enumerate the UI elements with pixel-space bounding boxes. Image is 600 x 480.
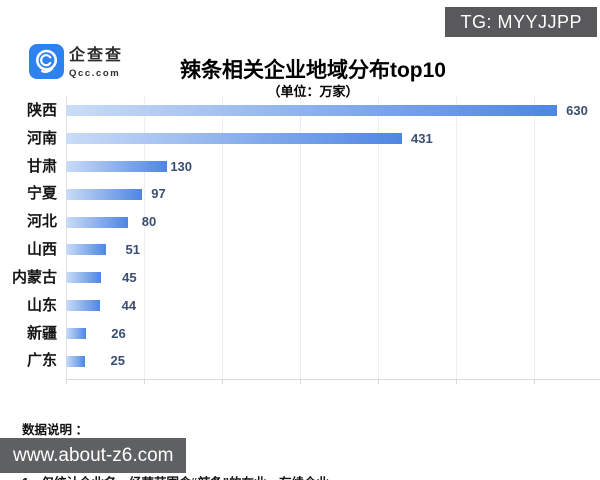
bar-row: 宁夏 97: [0, 180, 600, 208]
bar: [66, 216, 129, 228]
gridline: [377, 96, 379, 379]
category-label: 内蒙古: [11, 268, 57, 286]
gridline: [143, 96, 145, 379]
category-label: 甘肃: [26, 157, 57, 175]
chart-title: 辣条相关企业地域分布top10: [179, 59, 446, 82]
bar: [66, 272, 102, 284]
x-axis-tick: [221, 379, 223, 384]
value-label: 630: [566, 102, 588, 118]
value-label: 26: [111, 325, 126, 341]
bar-row: 河南 431: [0, 125, 600, 153]
category-label: 山西: [26, 241, 57, 259]
value-label: 80: [141, 214, 157, 230]
category-label: 新疆: [26, 324, 57, 342]
value-label: 25: [110, 353, 125, 369]
category-label: 广东: [26, 352, 57, 370]
bar-row: 陕西 630: [0, 97, 600, 125]
value-label: 45: [122, 269, 137, 285]
bar-row: 山西 51: [0, 236, 600, 264]
bar: [66, 105, 558, 117]
bar-row: 内蒙古 45: [0, 264, 600, 292]
category-label: 河南: [26, 129, 57, 147]
bar: [66, 188, 142, 200]
qcc-logo-text: 企查查 Qcc.com: [69, 44, 124, 80]
category-label: 宁夏: [26, 185, 57, 203]
value-label: 44: [121, 297, 137, 313]
brand-domain: Qcc.com: [69, 68, 121, 79]
bar-row: 甘肃 130: [0, 153, 600, 181]
x-axis-tick: [377, 379, 379, 384]
x-axis-line: [66, 378, 600, 380]
value-label: 130: [170, 158, 193, 174]
category-label: 山东: [26, 296, 57, 314]
brand-name: 企查查: [69, 47, 124, 64]
gridline: [221, 96, 223, 379]
x-axis-tick: [533, 379, 535, 384]
x-axis-tick: [66, 379, 67, 384]
bar-row: 河北 80: [0, 208, 600, 236]
value-label: 51: [125, 242, 140, 258]
gridline: [455, 96, 457, 379]
bar: [66, 328, 87, 340]
x-axis-tick: [299, 379, 301, 384]
y-axis-line: [66, 96, 67, 380]
value-label: 431: [410, 130, 433, 146]
x-axis-tick: [455, 379, 457, 384]
footnote-line1: 1、仅统计企业名、经营范围含“辣条”的在业、存续企业: [22, 475, 329, 480]
bar: [66, 133, 402, 145]
chart-subtitle: （单位：万家）: [267, 84, 359, 99]
qcc-logo-icon: [29, 44, 64, 79]
gridline: [299, 96, 301, 379]
bar: [66, 300, 101, 312]
category-label: 陕西: [26, 101, 57, 119]
x-axis-tick: [143, 379, 145, 384]
site-watermark: www.about-z6.com: [0, 438, 186, 473]
value-label: 97: [151, 186, 166, 202]
gridline: [533, 96, 535, 379]
qcc-logo: 企查查 Qcc.com: [29, 44, 123, 79]
footnotes: 数据说明 ： 1、仅统计企业名、经营范围含“辣条”的在业、存续企业 2、统计时间…: [22, 387, 329, 480]
bar: [66, 244, 106, 256]
footnote-heading: 数据说明 ：: [22, 423, 88, 437]
bar: [66, 160, 168, 172]
category-label: 河北: [26, 213, 57, 231]
tg-watermark-badge: TG: MYYJJPP: [445, 7, 597, 37]
bar-row: 广东 25: [0, 347, 600, 375]
bar-row: 新疆 26: [0, 320, 600, 348]
bar-row: 山东 44: [0, 292, 600, 320]
bar: [66, 355, 86, 367]
